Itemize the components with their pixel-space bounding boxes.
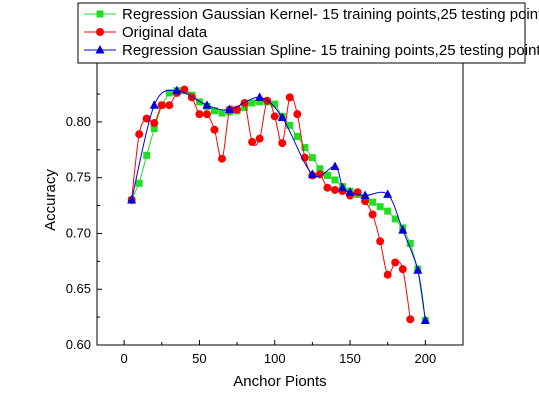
data-point-kernel — [218, 109, 226, 117]
x-tick-label: 0 — [120, 351, 127, 366]
legend-label-kernel: Regression Gaussian Kernel- 15 training … — [122, 6, 539, 23]
y-tick-label: 0.60 — [66, 337, 91, 352]
data-point-kernel — [256, 98, 264, 106]
data-point-spline — [149, 100, 159, 109]
legend-entry-spline: Regression Gaussian Spline- 15 training … — [84, 42, 539, 59]
data-point-spline — [255, 92, 265, 101]
data-point-original — [293, 110, 302, 119]
data-point-spline — [338, 182, 348, 192]
data-point-original — [195, 110, 204, 119]
data-point-spline — [225, 104, 235, 114]
data-point-kernel — [150, 125, 158, 133]
data-point-kernel — [384, 207, 392, 215]
data-point-original — [278, 139, 287, 148]
data-point-kernel — [406, 240, 414, 247]
data-point-spline — [420, 315, 430, 324]
legend: Regression Gaussian Kernel- 15 training … — [77, 2, 539, 64]
x-tick-label: 150 — [339, 351, 361, 366]
series-spline — [127, 85, 430, 324]
data-point-original — [157, 101, 166, 110]
data-point-original — [135, 130, 144, 139]
data-point-original — [383, 270, 392, 279]
data-point-spline — [413, 265, 423, 274]
data-point-kernel — [286, 121, 294, 129]
data-point-original — [210, 125, 219, 134]
data-point-kernel — [316, 165, 324, 173]
data-point-spline — [330, 161, 340, 171]
data-point-kernel — [293, 132, 301, 140]
data-point-kernel — [248, 99, 256, 107]
data-point-original — [361, 197, 370, 206]
legend-swatch-marker — [96, 10, 104, 18]
data-point-original — [165, 101, 174, 110]
data-point-spline — [360, 190, 370, 200]
data-point-kernel — [376, 203, 384, 211]
data-point-original — [376, 237, 385, 246]
data-point-original — [142, 114, 151, 123]
data-point-kernel — [308, 154, 316, 162]
data-point-spline — [307, 169, 317, 178]
data-point-original — [270, 112, 279, 121]
legend-label-original: Original data — [122, 24, 208, 41]
x-tick-label: 200 — [414, 351, 436, 366]
data-point-spline — [172, 85, 182, 95]
data-point-kernel — [391, 215, 399, 223]
series-line-spline — [131, 89, 426, 321]
data-point-kernel — [165, 89, 173, 97]
series-line-original — [131, 88, 411, 320]
data-point-original — [368, 210, 377, 219]
y-tick-label: 0.75 — [66, 170, 91, 185]
data-point-original — [391, 258, 400, 267]
series-kernel — [128, 87, 429, 324]
x-axis-title: Anchor Pionts — [233, 373, 326, 390]
data-point-original — [202, 110, 211, 119]
data-point-spline — [277, 112, 287, 121]
data-point-kernel — [143, 151, 151, 159]
data-point-spline — [398, 225, 408, 234]
data-point-original — [255, 134, 264, 143]
data-point-spline — [202, 100, 212, 109]
x-tick-label: 100 — [264, 351, 286, 366]
y-tick-labels: 0.60 0.65 0.70 0.75 0.80 — [66, 114, 91, 352]
data-point-kernel — [135, 179, 143, 187]
data-point-kernel — [331, 176, 339, 184]
data-point-spline — [383, 189, 393, 198]
y-tick-label: 0.70 — [66, 225, 91, 240]
data-point-kernel — [210, 107, 218, 115]
y-tick-label: 0.80 — [66, 114, 91, 129]
data-point-kernel — [369, 198, 377, 206]
data-point-original — [187, 93, 196, 102]
data-point-spline — [127, 195, 137, 204]
y-tick-label: 0.65 — [66, 281, 91, 296]
data-point-original — [406, 315, 415, 324]
legend-entry-original: Original data — [84, 24, 208, 41]
data-point-original — [150, 119, 159, 128]
legend-box — [77, 2, 526, 64]
data-point-kernel — [241, 103, 249, 111]
plot-area — [96, 54, 464, 346]
x-tick-labels: 0 50 100 150 200 — [120, 351, 436, 366]
data-point-kernel — [301, 144, 309, 152]
legend-label-spline: Regression Gaussian Spline- 15 training … — [122, 42, 539, 59]
data-point-original — [323, 183, 332, 192]
axis-ticks — [97, 93, 426, 346]
data-point-original — [285, 93, 294, 102]
data-point-kernel — [271, 100, 279, 108]
data-point-spline — [345, 187, 355, 196]
data-point-original — [330, 185, 339, 194]
x-tick-label: 50 — [192, 351, 206, 366]
data-point-original — [248, 138, 257, 146]
series-layer — [127, 85, 430, 324]
data-point-original — [218, 154, 227, 163]
legend-entry-kernel: Regression Gaussian Kernel- 15 training … — [84, 6, 539, 23]
y-axis-title: Accuracy — [42, 169, 59, 231]
data-point-original — [398, 265, 407, 274]
data-point-kernel — [323, 171, 331, 179]
legend-swatch-marker — [95, 45, 105, 54]
legend-swatch-marker — [96, 28, 104, 36]
